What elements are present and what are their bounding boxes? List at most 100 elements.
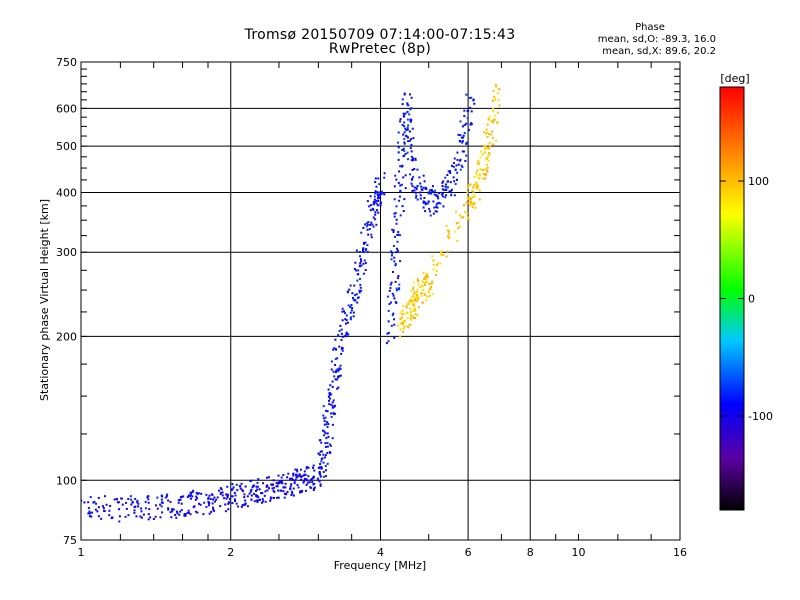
data-point [395, 205, 398, 208]
data-point [279, 489, 282, 492]
data-point [473, 175, 476, 178]
data-point [481, 153, 484, 156]
data-point [364, 249, 367, 252]
data-point [396, 249, 399, 252]
data-point [416, 198, 419, 201]
data-point [402, 210, 405, 213]
data-point [403, 92, 406, 95]
data-point [432, 259, 435, 262]
data-point [326, 410, 329, 413]
data-point [399, 189, 402, 192]
data-point [312, 475, 315, 478]
data-point [324, 432, 327, 435]
data-point [362, 247, 365, 250]
data-point [362, 226, 365, 229]
data-point [437, 197, 440, 200]
data-point [308, 481, 311, 484]
data-point [362, 262, 365, 265]
data-point [364, 223, 367, 226]
data-point [276, 485, 279, 488]
data-point [428, 283, 431, 286]
data-point [183, 514, 186, 517]
data-point [382, 192, 385, 195]
data-point [399, 260, 402, 263]
data-point [403, 141, 406, 144]
data-point [408, 130, 411, 133]
data-point [479, 168, 482, 171]
data-point [432, 200, 435, 203]
data-point [448, 235, 451, 238]
data-point [358, 255, 361, 258]
data-point [409, 289, 412, 292]
data-point [465, 154, 468, 157]
data-point [231, 502, 234, 505]
data-point [432, 212, 435, 215]
data-point [186, 511, 189, 514]
data-point [211, 502, 214, 505]
data-point [341, 349, 344, 352]
data-point [423, 276, 426, 279]
data-point [411, 315, 414, 318]
data-point [332, 399, 335, 402]
data-point [394, 174, 397, 177]
data-point [446, 186, 449, 189]
data-point [177, 501, 180, 504]
data-point [398, 287, 401, 290]
data-point [426, 295, 429, 298]
data-point [294, 478, 297, 481]
data-point [334, 358, 337, 361]
data-point [270, 483, 273, 486]
data-point [487, 159, 490, 162]
data-point [113, 498, 116, 501]
data-point [133, 511, 136, 514]
data-point [454, 168, 457, 171]
data-point [393, 185, 396, 188]
data-point [178, 513, 181, 516]
data-point [407, 124, 410, 127]
data-point [324, 409, 327, 412]
data-point [360, 260, 363, 263]
data-point [365, 225, 368, 228]
data-point [413, 292, 416, 295]
data-point [377, 191, 380, 194]
data-point [190, 493, 193, 496]
data-point [343, 335, 346, 338]
data-point [240, 482, 243, 485]
data-point [87, 506, 90, 509]
data-point [215, 498, 218, 501]
data-point [409, 147, 412, 150]
data-point [174, 513, 177, 516]
data-point [192, 489, 195, 492]
data-point [427, 289, 430, 292]
data-point [370, 233, 373, 236]
data-point [337, 335, 340, 338]
data-point [399, 234, 402, 237]
data-point [171, 510, 174, 513]
data-point [390, 250, 393, 253]
data-point [330, 368, 333, 371]
data-point [401, 148, 404, 151]
data-point [83, 501, 86, 504]
data-point [244, 502, 247, 505]
stats-heading: Phase [635, 22, 665, 33]
data-point [472, 186, 475, 189]
data-point [338, 329, 341, 332]
data-point [423, 281, 426, 284]
data-point [330, 360, 333, 363]
data-point [331, 405, 334, 408]
data-point [424, 283, 427, 286]
data-point [167, 499, 170, 502]
data-point [243, 496, 246, 499]
data-point [407, 158, 410, 161]
data-point [324, 454, 327, 457]
data-point [363, 259, 366, 262]
data-point [402, 133, 405, 136]
data-point [495, 139, 498, 142]
y-tick-label: 200 [56, 330, 77, 343]
data-point [387, 295, 390, 298]
data-point [332, 411, 335, 414]
data-point [329, 384, 332, 387]
data-point [457, 163, 460, 166]
data-point [414, 313, 417, 316]
data-point [295, 473, 298, 476]
